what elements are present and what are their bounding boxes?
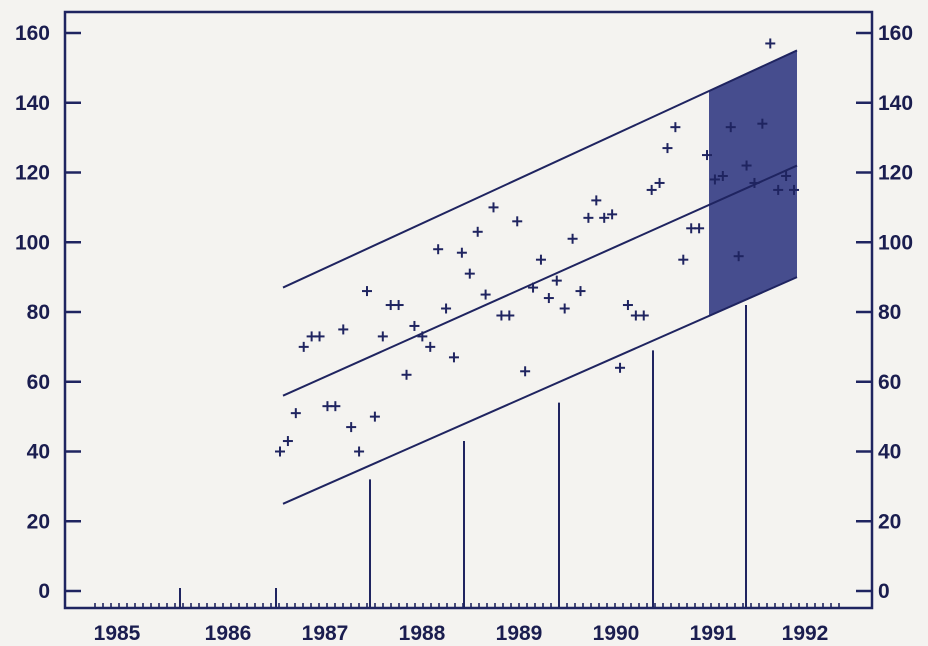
data-point: [678, 254, 689, 265]
x-tick-label: 1989: [496, 622, 543, 645]
y-tick-label-right: 80: [878, 301, 901, 324]
data-point: [559, 303, 570, 314]
data-point: [662, 143, 673, 154]
data-point: [694, 223, 705, 234]
data-point: [615, 362, 626, 373]
data-point: [749, 177, 760, 188]
x-tick-label: 1985: [94, 622, 141, 645]
data-point: [330, 401, 341, 412]
x-tick-label: 1991: [690, 622, 737, 645]
data-point: [789, 184, 799, 195]
y-tick-label-left: 0: [38, 580, 50, 603]
vertical-markers-layer: [369, 305, 747, 608]
data-point: [670, 122, 681, 133]
data-point: [282, 436, 293, 447]
data-point: [709, 174, 720, 185]
data-point: [741, 160, 752, 171]
y-tick-label-left: 120: [15, 162, 50, 185]
data-point: [535, 254, 546, 265]
tick-labels-layer: 0 0 20 20 40 40 60 60 80 80 100 100 120 120 140 140 160 1…: [15, 22, 913, 645]
data-point: [654, 177, 665, 188]
data-point: [725, 122, 736, 133]
trend-line: [282, 164, 798, 397]
y-tick-label-left: 40: [27, 441, 50, 464]
data-point: [298, 341, 309, 352]
y-tick-label-left: 100: [15, 231, 50, 254]
data-point: [346, 422, 357, 433]
y-tick-label-right: 120: [878, 162, 913, 185]
y-tick-label-right: 100: [878, 231, 913, 254]
y-tick-label-right: 20: [878, 510, 901, 533]
data-point: [765, 38, 776, 49]
axes-layer: [63, 10, 874, 610]
data-point: [275, 446, 285, 457]
y-tick-label-left: 20: [27, 510, 50, 533]
y-tick-label-left: 80: [27, 301, 50, 324]
data-point: [591, 195, 602, 206]
data-point: [599, 212, 610, 223]
x-tick-label: 1990: [593, 622, 640, 645]
data-point: [520, 366, 531, 377]
data-point: [472, 226, 483, 237]
data-point: [717, 170, 728, 181]
y-tick-label-left: 60: [27, 371, 50, 394]
x-tick-label: 1987: [302, 622, 349, 645]
data-point: [369, 411, 380, 422]
data-point: [354, 446, 365, 457]
data-point: [456, 247, 467, 258]
data-point: [425, 341, 436, 352]
data-point: [543, 293, 554, 304]
data-point: [512, 216, 523, 227]
plot-frame: [63, 10, 874, 610]
data-point: [567, 233, 578, 244]
data-point: [607, 209, 618, 220]
x-tick-label: 1992: [782, 622, 829, 645]
data-point: [314, 331, 325, 342]
y-tick-label-right: 140: [878, 92, 913, 115]
trend-band-layer: [282, 49, 798, 505]
x-tick-label: 1988: [399, 622, 446, 645]
data-point: [702, 150, 713, 161]
data-point: [575, 286, 586, 297]
data-point: [433, 244, 444, 255]
data-point: [409, 320, 420, 331]
data-point: [401, 369, 412, 380]
data-points-layer: [275, 38, 799, 457]
y-tick-label-right: 60: [878, 371, 901, 394]
data-point: [646, 184, 657, 195]
data-point: [733, 251, 744, 262]
y-tick-label-right: 160: [878, 22, 913, 45]
data-point: [551, 275, 562, 286]
x-tick-label: 1986: [205, 622, 252, 645]
data-point: [638, 310, 649, 321]
data-point: [504, 310, 515, 321]
lower-band-line: [282, 276, 798, 505]
data-point: [757, 118, 768, 129]
data-point: [622, 300, 633, 311]
y-tick-label-left: 160: [15, 22, 50, 45]
data-point: [361, 286, 372, 297]
data-point: [583, 212, 594, 223]
upper-band-line: [282, 49, 798, 289]
data-point: [338, 324, 349, 335]
data-point: [290, 408, 301, 419]
data-point: [448, 352, 459, 363]
data-point: [528, 282, 539, 293]
data-point: [781, 170, 792, 181]
y-tick-label-right: 0: [878, 580, 890, 603]
data-point: [773, 184, 784, 195]
data-point: [480, 289, 491, 300]
data-point: [464, 268, 475, 279]
data-point: [377, 331, 388, 342]
y-tick-label-right: 40: [878, 441, 901, 464]
data-point: [393, 300, 404, 311]
data-point: [488, 202, 499, 213]
y-tick-label-left: 140: [15, 92, 50, 115]
data-point: [441, 303, 452, 314]
data-point: [417, 331, 428, 342]
